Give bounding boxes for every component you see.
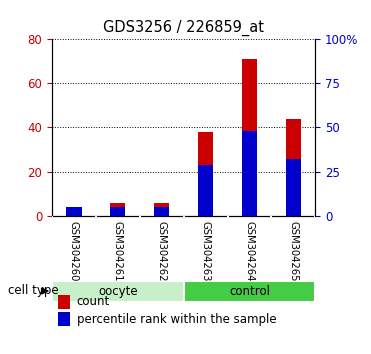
Text: control: control (229, 285, 270, 298)
Bar (58, 312, 70, 326)
Text: cell type: cell type (8, 285, 59, 297)
Bar (154, 202, 170, 216)
Bar (66, 211, 82, 216)
Bar (154, 207, 170, 216)
Bar (198, 165, 213, 216)
Text: GSM304264: GSM304264 (244, 221, 255, 281)
Bar (242, 131, 257, 216)
Text: percentile rank within the sample: percentile rank within the sample (77, 313, 276, 326)
Bar (242, 59, 257, 216)
Bar (110, 207, 125, 216)
Text: GSM304263: GSM304263 (201, 221, 211, 281)
Text: count: count (77, 295, 110, 308)
Bar (58, 295, 70, 309)
Text: GSM304265: GSM304265 (288, 221, 298, 282)
Bar (184, 281, 315, 302)
Title: GDS3256 / 226859_at: GDS3256 / 226859_at (103, 20, 264, 36)
Bar (286, 119, 301, 216)
Text: GSM304262: GSM304262 (157, 221, 167, 282)
Bar (198, 132, 213, 216)
Bar (110, 202, 125, 216)
Text: oocyte: oocyte (98, 285, 138, 298)
Bar (286, 159, 301, 216)
Text: GSM304261: GSM304261 (113, 221, 123, 282)
Bar (66, 207, 82, 216)
Bar (52, 281, 184, 302)
Text: GSM304260: GSM304260 (69, 221, 79, 281)
